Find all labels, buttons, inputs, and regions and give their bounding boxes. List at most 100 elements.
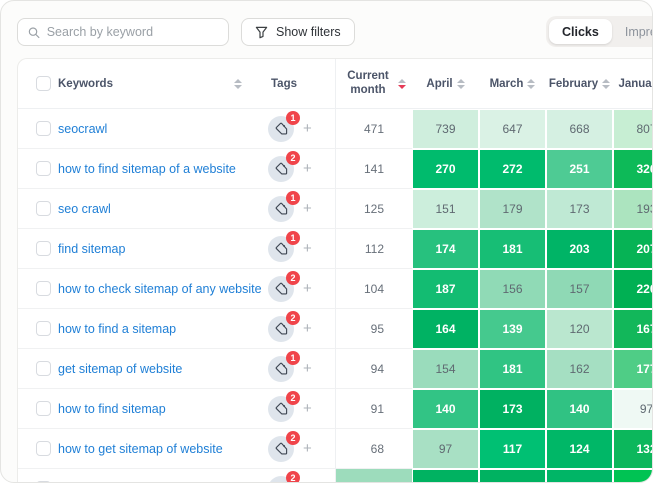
tag-chip[interactable]: 2 [268, 390, 300, 422]
add-tag-button[interactable]: + [303, 280, 312, 297]
heatmap-cell: 647 [479, 109, 546, 149]
current-month-cell: 471 [335, 109, 412, 149]
heatmap-cell: 151 [412, 189, 479, 229]
keyword-link[interactable]: how to find sitemap [58, 401, 166, 416]
row-checkbox[interactable] [36, 361, 51, 376]
row-checkbox[interactable] [36, 201, 51, 216]
select-all-checkbox[interactable] [36, 76, 51, 91]
keyword-link[interactable]: how to get sitemap of website [58, 441, 223, 456]
sort-current-month-icon[interactable] [398, 78, 406, 89]
toggle-impressions[interactable]: Impressions [624, 24, 652, 39]
heatmap-cell: 203 [546, 229, 613, 269]
add-tag-button[interactable]: + [303, 120, 312, 137]
filter-funnel-icon [255, 26, 268, 38]
current-month-cell: 94 [335, 349, 412, 389]
heatmap-value [413, 470, 478, 482]
row-checkbox[interactable] [36, 321, 51, 336]
toggle-clicks[interactable]: Clicks [549, 19, 612, 44]
tag-chip[interactable]: 2 [268, 310, 300, 342]
heatmap-value: 97 [614, 390, 652, 428]
heatmap-cell: 174 [412, 229, 479, 269]
header-tags: Tags [250, 59, 335, 108]
tags-cell: 2 + [250, 149, 335, 189]
heatmap-cell: 173 [546, 189, 613, 229]
row-checkbox[interactable] [36, 241, 51, 256]
heatmap-value: 139 [480, 310, 545, 348]
tag-chip[interactable]: 2 [268, 270, 300, 302]
heatmap-cell: 739 [412, 109, 479, 149]
tag-chip[interactable]: 1 [268, 350, 300, 382]
sort-month-icon[interactable] [527, 78, 536, 89]
add-tag-button[interactable]: + [303, 320, 312, 337]
row-checkbox[interactable] [36, 121, 51, 136]
tag-chip[interactable]: 1 [268, 190, 300, 222]
tag-icon [275, 442, 287, 455]
add-tag-button[interactable]: + [303, 160, 312, 177]
tag-icon [275, 402, 287, 415]
sort-month-icon[interactable] [456, 78, 465, 89]
row-check-cell [18, 389, 58, 429]
header-current-month[interactable]: Current month [335, 59, 412, 108]
keyword-link[interactable]: find sitemap [58, 241, 126, 256]
heatmap-cell: 140 [412, 389, 479, 429]
add-tag-button[interactable]: + [303, 400, 312, 417]
add-tag-button[interactable]: + [303, 200, 312, 217]
tag-icon [275, 322, 287, 335]
keyword-link[interactable]: how to find a sitemap [58, 321, 177, 336]
current-month-header-label: Current month [347, 69, 389, 96]
tag-chip[interactable]: 2 [268, 430, 300, 462]
row-checkbox[interactable] [36, 281, 51, 296]
sort-keywords-icon[interactable] [234, 78, 242, 89]
heatmap-value: 97 [413, 430, 478, 468]
heatmap-value: 157 [547, 270, 612, 308]
tag-chip[interactable]: 1 [268, 230, 300, 262]
heatmap-cell: 124 [546, 429, 613, 469]
header-month-january[interactable]: January [613, 59, 652, 108]
row-check-cell [18, 349, 58, 389]
tag-icon [275, 122, 287, 135]
heatmap-value: 207 [614, 230, 652, 268]
header-keywords[interactable]: Keywords [58, 59, 250, 108]
keyword-search[interactable] [17, 18, 229, 46]
heatmap-cell: 193 [613, 189, 652, 229]
row-checkbox[interactable] [36, 401, 51, 416]
current-month-cell: 125 [335, 189, 412, 229]
search-input[interactable] [46, 25, 218, 39]
sort-month-icon[interactable] [602, 78, 611, 89]
table-row: how to check sitemap of any website 2 + … [18, 269, 652, 309]
heatmap-value: 151 [413, 190, 478, 228]
heatmap-cell [546, 469, 613, 482]
header-month-april[interactable]: April [412, 59, 479, 108]
tags-cell: 1 + [250, 349, 335, 389]
current-month-cell: 104 [335, 269, 412, 309]
add-tag-button[interactable]: + [303, 481, 312, 482]
keyword-link[interactable]: seo crawl [58, 201, 111, 216]
heatmap-cell: 181 [479, 229, 546, 269]
current-month-cell [335, 469, 412, 482]
heatmap-cell: 97 [613, 389, 652, 429]
heatmap-cell: 179 [479, 189, 546, 229]
header-month-march[interactable]: March [479, 59, 546, 108]
heatmap-value: 140 [413, 390, 478, 428]
table-header-row: Keywords Tags Current month April March Fe… [18, 59, 652, 109]
add-tag-button[interactable]: + [303, 440, 312, 457]
keyword-link[interactable]: get sitemap of website [58, 361, 183, 376]
show-filters-button[interactable]: Show filters [241, 18, 355, 46]
row-checkbox[interactable] [36, 161, 51, 176]
keyword-cell: how to find a sitemap [58, 309, 250, 349]
tag-chip[interactable]: 2 [268, 470, 300, 482]
keyword-link[interactable]: how to find sitemap of a website [58, 161, 236, 176]
heatmap-cell: 132 [613, 429, 652, 469]
tag-count-badge: 2 [286, 470, 300, 482]
heatmap-value: 181 [480, 350, 545, 388]
add-tag-button[interactable]: + [303, 360, 312, 377]
header-month-february[interactable]: February [546, 59, 613, 108]
keywords-table: Keywords Tags Current month April March Fe… [17, 58, 652, 482]
keyword-link[interactable]: seocrawl [58, 121, 108, 136]
tag-chip[interactable]: 1 [268, 110, 300, 142]
keyword-link[interactable]: how to check sitemap of any website [58, 281, 262, 296]
month-header-label: April [426, 77, 453, 90]
row-checkbox[interactable] [36, 441, 51, 456]
tag-chip[interactable]: 2 [268, 150, 300, 182]
add-tag-button[interactable]: + [303, 240, 312, 257]
